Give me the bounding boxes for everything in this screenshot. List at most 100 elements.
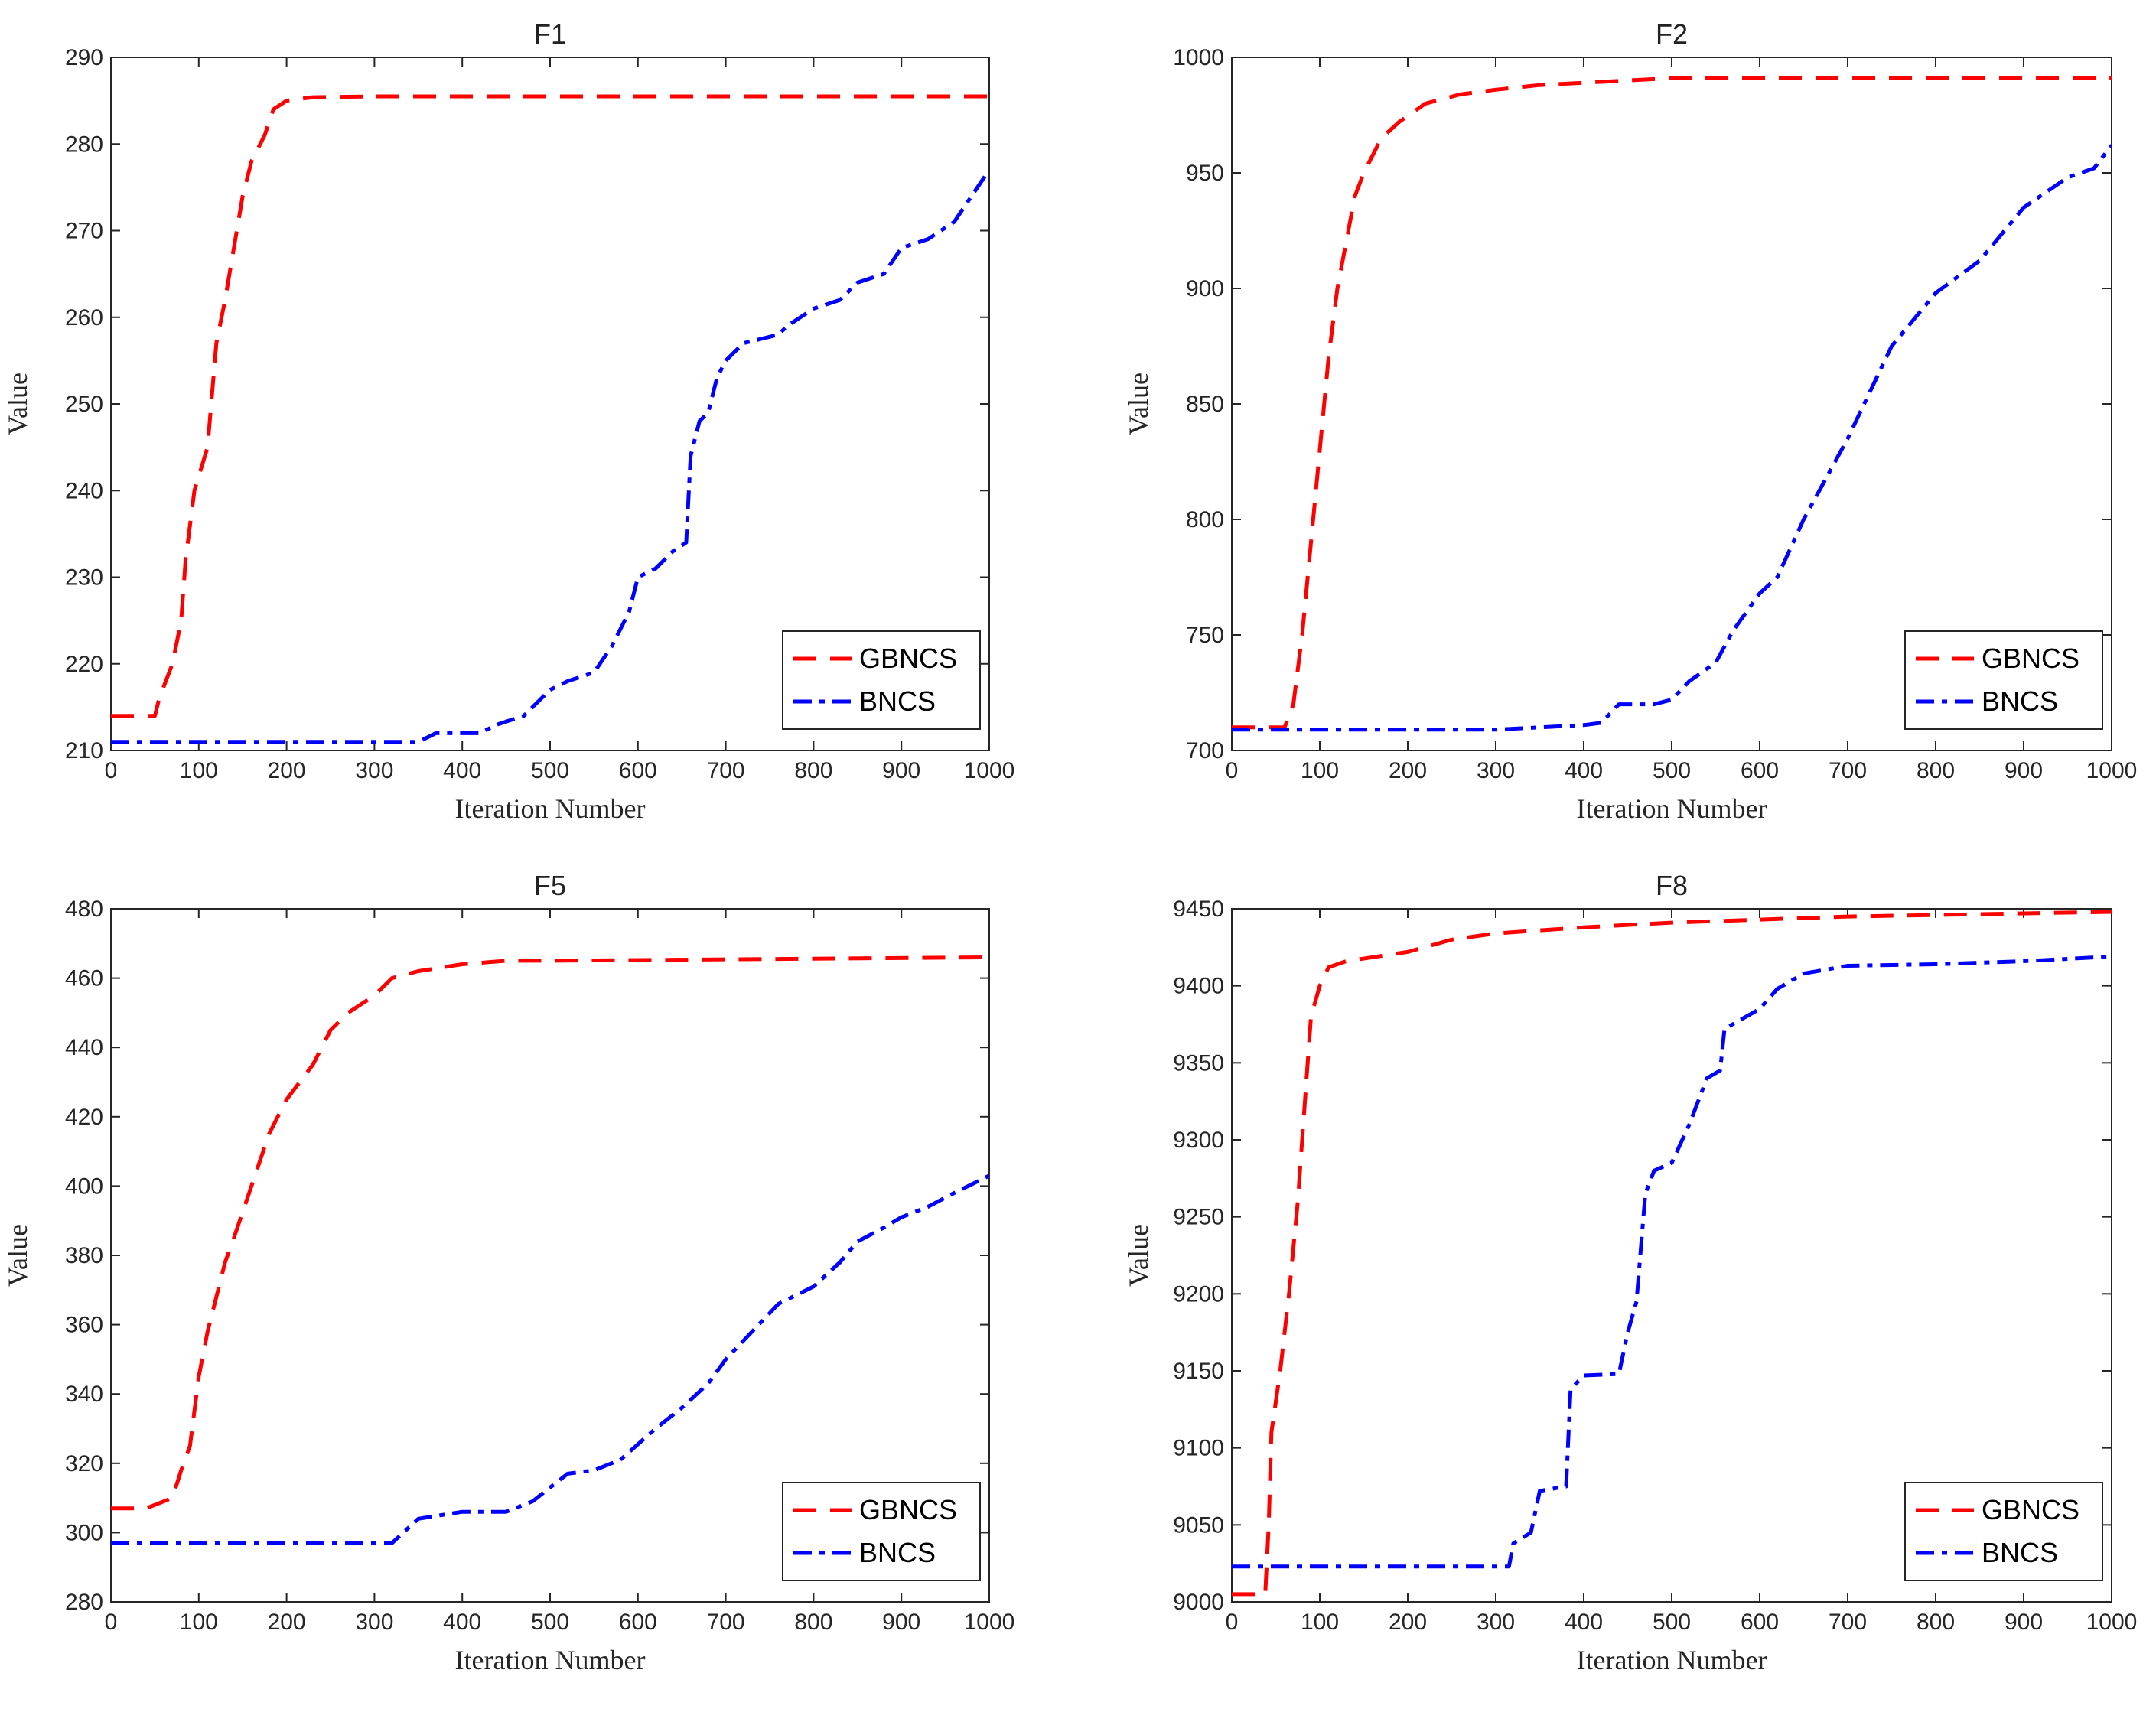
y-tick-label: 480: [65, 897, 103, 922]
y-tick-label: 9400: [1173, 974, 1224, 999]
x-tick-label: 100: [1301, 758, 1339, 783]
y-tick-label: 340: [65, 1382, 103, 1407]
x-tick-label: 0: [105, 758, 118, 783]
legend-box: [782, 630, 981, 730]
x-tick-label: 1000: [2086, 1610, 2138, 1635]
y-tick-label: 9200: [1173, 1281, 1224, 1307]
y-tick-label: 950: [1186, 161, 1224, 186]
y-tick-label: 1000: [1173, 45, 1224, 70]
x-tick-label: 1000: [964, 758, 1015, 783]
y-tick-label: 380: [65, 1243, 103, 1268]
y-tick-label: 320: [65, 1451, 103, 1476]
series-line-bncs: [111, 1174, 989, 1545]
x-axis-label: Iteration Number: [1577, 793, 1767, 824]
x-tick-label: 900: [2005, 1610, 2043, 1635]
x-axis-label: Iteration Number: [1577, 1645, 1767, 1675]
legend: GBNCS BNCS: [782, 1482, 981, 1581]
chart-title: F2: [1656, 18, 1688, 50]
legend-label-bncs: BNCS: [859, 685, 936, 717]
y-axis-label: Value: [2, 373, 33, 435]
chart-title: F1: [534, 18, 566, 50]
x-tick-label: 800: [794, 1610, 832, 1635]
x-tick-label: 100: [1301, 1610, 1339, 1635]
y-tick-label: 280: [65, 132, 103, 157]
x-tick-label: 900: [882, 1610, 920, 1635]
y-tick-label: 750: [1186, 623, 1224, 648]
series-line-bncs: [1232, 144, 2112, 732]
x-tick-label: 500: [531, 758, 569, 783]
y-tick-label: 420: [65, 1105, 103, 1130]
x-tick-label: 400: [443, 758, 481, 783]
x-tick-label: 600: [619, 1610, 657, 1635]
chart-panel-f1: 0 100 200 300 400 500 600 700 800 900 1000 210 220 23…: [2, 18, 1014, 824]
y-tick-label: 700: [1186, 738, 1224, 763]
x-tick-label: 1000: [964, 1610, 1015, 1635]
y-tick-label: 250: [65, 392, 103, 417]
y-axis-label: Value: [2, 1224, 33, 1287]
y-tick-label: 220: [65, 652, 103, 677]
legend: GBNCS BNCS: [1904, 630, 2103, 730]
x-tick-label: 200: [268, 1610, 306, 1635]
x-tick-label: 200: [268, 758, 306, 783]
y-tick-label: 290: [65, 45, 103, 70]
chart-panel-f5: 0 100 200 300 400 500 600 700 800 900 1000 280 300 32…: [2, 870, 1014, 1675]
x-tick-label: 800: [794, 758, 832, 783]
legend-label-gbncs: GBNCS: [859, 643, 957, 674]
x-tick-label: 600: [1741, 758, 1779, 783]
legend-box: [1904, 630, 2103, 730]
y-axis-label: Value: [1123, 1224, 1154, 1287]
x-tick-label: 800: [1917, 1610, 1955, 1635]
legend-box: [782, 1482, 981, 1581]
series-line-gbncs: [1232, 76, 2112, 730]
x-tick-label: 300: [1477, 1610, 1515, 1635]
y-tick-label: 280: [65, 1590, 103, 1615]
x-tick-label: 900: [2005, 758, 2043, 783]
y-tick-label: 210: [65, 738, 103, 763]
x-tick-label: 700: [1829, 1610, 1867, 1635]
x-tick-label: 100: [180, 1610, 218, 1635]
chart-panel-f2: 0 100 200 300 400 500 600 700 800 900 1000 700 750 80…: [1123, 18, 2137, 824]
series-line-gbncs: [111, 94, 989, 718]
y-tick-label: 300: [65, 1520, 103, 1545]
x-tick-label: 500: [531, 1610, 569, 1635]
y-tick-label: 9300: [1173, 1128, 1224, 1153]
x-tick-label: 500: [1653, 758, 1691, 783]
x-axis-label: Iteration Number: [455, 1645, 646, 1675]
y-tick-label: 360: [65, 1313, 103, 1338]
x-tick-label: 0: [1226, 1610, 1239, 1635]
y-tick-label: 240: [65, 478, 103, 503]
x-tick-label: 700: [1829, 758, 1867, 783]
series-line-bncs: [111, 168, 989, 744]
y-tick-label: 9450: [1173, 897, 1224, 922]
x-tick-label: 900: [882, 758, 920, 783]
chart-title: F5: [534, 870, 566, 901]
chart-title: F8: [1656, 870, 1688, 901]
legend-box: [1904, 1482, 2103, 1581]
x-tick-label: 100: [180, 758, 218, 783]
y-tick-label: 9050: [1173, 1512, 1224, 1538]
x-tick-label: 200: [1389, 758, 1427, 783]
y-tick-label: 800: [1186, 507, 1224, 532]
x-tick-label: 600: [1741, 1610, 1779, 1635]
legend: GBNCS BNCS: [782, 630, 981, 730]
series-line-gbncs: [111, 955, 989, 1511]
x-tick-label: 400: [1565, 758, 1603, 783]
x-tick-label: 1000: [2086, 758, 2138, 783]
y-tick-label: 400: [65, 1174, 103, 1199]
y-tick-label: 900: [1186, 276, 1224, 301]
x-tick-label: 400: [443, 1610, 481, 1635]
y-tick-label: 230: [65, 565, 103, 591]
x-tick-label: 0: [105, 1610, 118, 1635]
y-tick-label: 440: [65, 1035, 103, 1060]
y-tick-label: 260: [65, 305, 103, 330]
y-axis-label: Value: [1123, 373, 1154, 435]
legend-label-gbncs: GBNCS: [1982, 1494, 2079, 1525]
y-tick-label: 9150: [1173, 1359, 1224, 1384]
x-tick-label: 300: [1477, 758, 1515, 783]
x-tick-label: 200: [1389, 1610, 1427, 1635]
series-line-gbncs: [1232, 910, 2112, 1597]
y-tick-label: 850: [1186, 392, 1224, 417]
legend: GBNCS BNCS: [1904, 1482, 2103, 1581]
chart-panel-f8: 0 100 200 300 400 500 600 700 800 900 1000 9000 9050…: [1123, 870, 2137, 1675]
